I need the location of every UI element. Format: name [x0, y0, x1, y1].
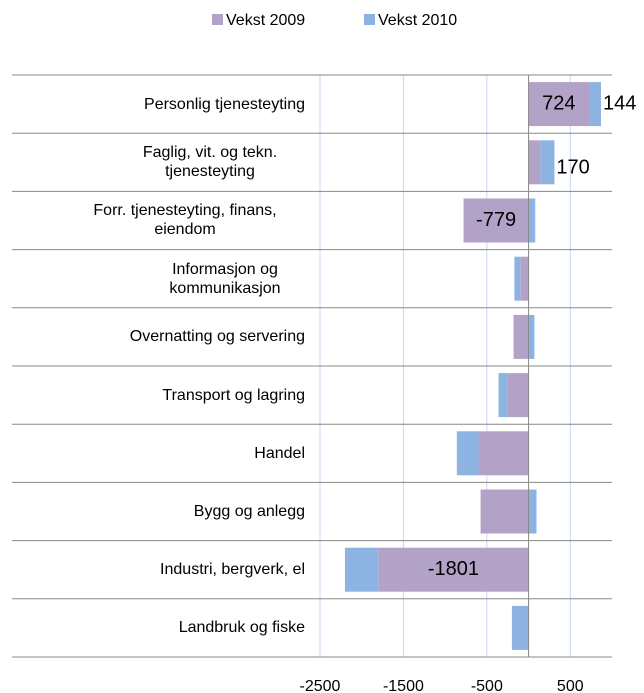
legend-label: Vekst 2010	[378, 12, 457, 29]
data-label: 170	[556, 157, 589, 179]
category-text: Bygg og anlegg	[193, 502, 305, 520]
category-label: Bygg og anlegg	[194, 482, 305, 540]
x-tick-label: -1500	[383, 678, 424, 693]
category-text: Informasjon og kommunikasjon	[169, 260, 281, 297]
data-label: 724	[542, 92, 575, 114]
bar	[456, 431, 479, 476]
category-label: Informasjon og kommunikasjon	[145, 250, 305, 308]
bar	[498, 373, 508, 418]
bar	[511, 605, 527, 650]
legend-swatch	[212, 14, 223, 25]
bar	[514, 256, 521, 301]
category-label: Forr. tjenesteyting, finans, eiendom	[65, 191, 305, 249]
category-label: Landbruk og fiske	[179, 599, 305, 657]
bar	[478, 431, 529, 476]
bar	[520, 256, 529, 301]
bar	[528, 140, 541, 185]
bar	[480, 489, 529, 534]
category-label: Overnatting og servering	[130, 308, 305, 366]
category-label: Personlig tjenesteyting	[144, 75, 305, 133]
category-text: Handel	[254, 444, 305, 462]
bar	[344, 547, 379, 592]
bar	[507, 373, 529, 418]
bar	[526, 605, 529, 650]
legend-label: Vekst 2009	[226, 12, 305, 29]
data-label: -779	[476, 209, 516, 231]
x-tick-label: -2500	[300, 678, 341, 693]
category-text: Overnatting og servering	[129, 328, 305, 346]
category-label: Faglig, vit. og tekn. tjenesteyting	[115, 133, 305, 191]
bar	[528, 198, 536, 243]
bar	[528, 489, 537, 534]
data-label: 144	[603, 92, 636, 114]
category-text: Transport og lagring	[162, 386, 305, 404]
bar	[540, 140, 555, 185]
bar	[588, 82, 601, 127]
legend-swatch	[364, 14, 375, 25]
bar	[463, 198, 529, 243]
data-label: -1801	[428, 558, 479, 580]
category-text: Personlig tjenesteyting	[144, 95, 305, 113]
category-label: Handel	[254, 424, 305, 482]
bar	[528, 314, 535, 359]
x-tick-label: 500	[557, 678, 584, 693]
bar	[378, 547, 529, 592]
category-text: Landbruk og fiske	[178, 619, 305, 637]
category-text: Industri, bergverk, el	[160, 561, 305, 579]
category-text: Forr. tjenesteyting, finans, eiendom	[93, 202, 277, 239]
category-text: Faglig, vit. og tekn. tjenesteyting	[142, 144, 278, 181]
category-label: Transport og lagring	[162, 366, 305, 424]
category-label: Industri, bergverk, el	[160, 541, 305, 599]
x-tick-label: -500	[471, 678, 503, 693]
bar	[513, 314, 529, 359]
bar	[528, 82, 589, 127]
